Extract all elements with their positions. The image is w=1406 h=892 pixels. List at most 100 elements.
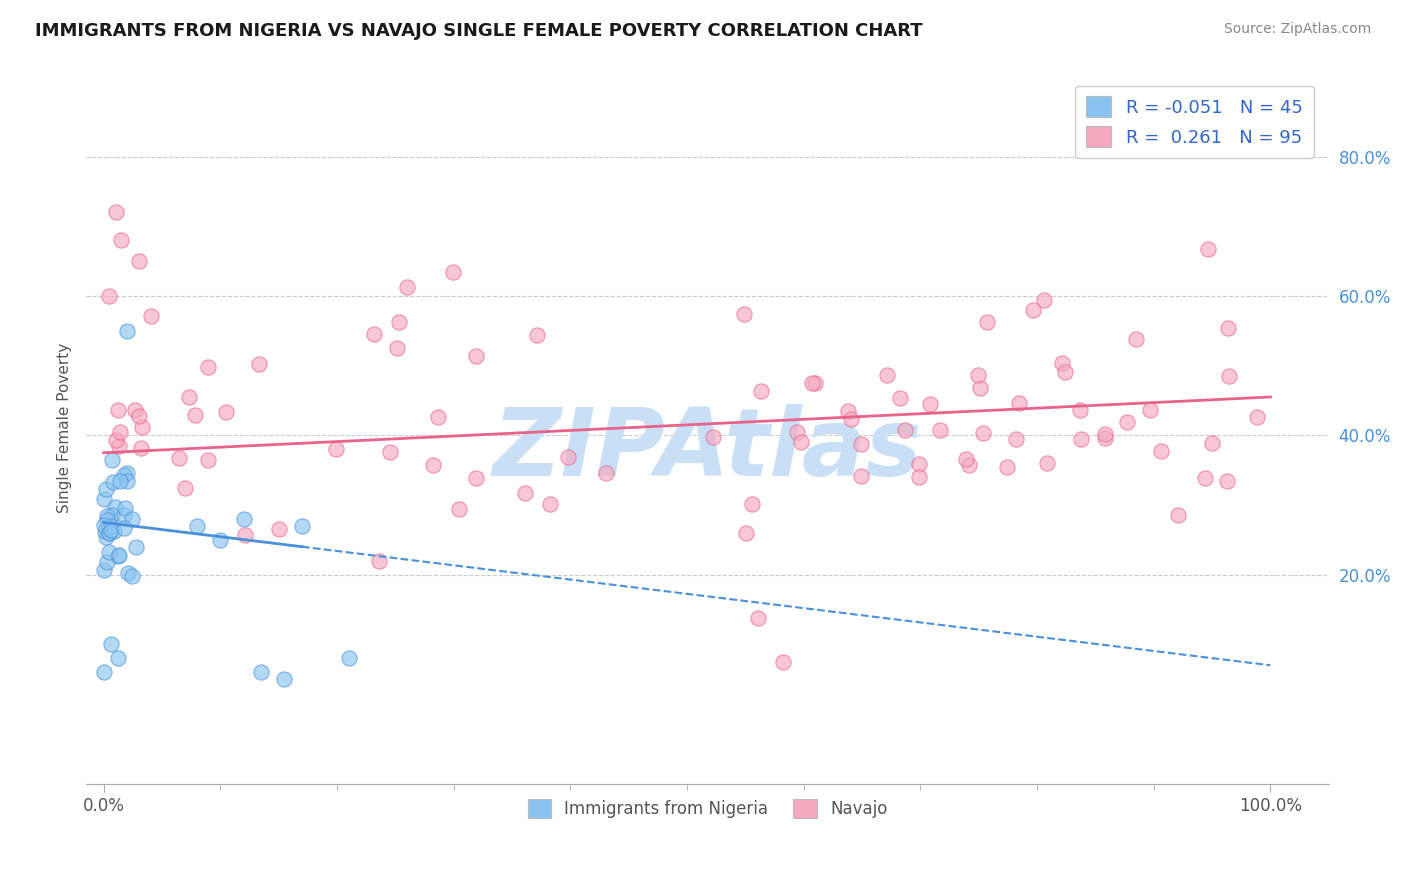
Point <box>107 402 129 417</box>
Point <box>1201 435 1223 450</box>
Point <box>837 404 859 418</box>
Point <box>395 279 418 293</box>
Point <box>96 556 118 570</box>
Point <box>197 453 219 467</box>
Point <box>209 533 232 547</box>
Point <box>1053 365 1076 379</box>
Point <box>465 471 488 485</box>
Point <box>538 497 561 511</box>
Point <box>117 466 139 480</box>
Point <box>100 519 122 533</box>
Point <box>105 434 128 448</box>
Point <box>115 474 138 488</box>
Point <box>427 409 450 424</box>
Point <box>969 381 991 395</box>
Text: IMMIGRANTS FROM NIGERIA VS NAVAJO SINGLE FEMALE POVERTY CORRELATION CHART: IMMIGRANTS FROM NIGERIA VS NAVAJO SINGLE… <box>35 22 922 40</box>
Point <box>112 521 135 535</box>
Point <box>267 522 290 536</box>
Point <box>1218 368 1240 383</box>
Point <box>103 524 125 538</box>
Point <box>215 405 238 419</box>
Point <box>1197 242 1219 256</box>
Point <box>972 425 994 440</box>
Point <box>1167 508 1189 522</box>
Point <box>735 526 758 541</box>
Point <box>1246 410 1268 425</box>
Point <box>108 425 131 439</box>
Point <box>464 349 486 363</box>
Point <box>98 524 121 539</box>
Point <box>1033 293 1056 308</box>
Point <box>121 512 143 526</box>
Point <box>804 376 827 390</box>
Point <box>1008 396 1031 410</box>
Point <box>734 307 756 321</box>
Point <box>291 519 314 533</box>
Point <box>107 549 129 563</box>
Point <box>110 233 132 247</box>
Point <box>1069 402 1091 417</box>
Point <box>801 376 824 391</box>
Point <box>1194 470 1216 484</box>
Point <box>1116 415 1139 429</box>
Point <box>117 566 139 580</box>
Point <box>101 508 124 522</box>
Point <box>249 357 271 371</box>
Point <box>955 451 977 466</box>
Point <box>422 458 444 473</box>
Point <box>101 475 124 490</box>
Point <box>121 568 143 582</box>
Point <box>93 563 115 577</box>
Point <box>918 397 941 411</box>
Point <box>957 458 980 472</box>
Point <box>96 519 118 533</box>
Point <box>1005 432 1028 446</box>
Point <box>772 655 794 669</box>
Point <box>385 341 408 355</box>
Point <box>98 544 121 558</box>
Point <box>702 429 724 443</box>
Point <box>129 441 152 455</box>
Point <box>1035 456 1057 470</box>
Text: ZIPAtlas: ZIPAtlas <box>492 404 922 496</box>
Point <box>849 437 872 451</box>
Point <box>93 665 115 680</box>
Point <box>1139 403 1161 417</box>
Point <box>174 481 197 495</box>
Point <box>96 508 118 523</box>
Point <box>98 517 121 532</box>
Point <box>1094 431 1116 445</box>
Point <box>114 501 136 516</box>
Point <box>907 470 929 484</box>
Point <box>515 486 537 500</box>
Point <box>363 327 385 342</box>
Point <box>849 468 872 483</box>
Point <box>1150 444 1173 458</box>
Point <box>976 315 998 329</box>
Point <box>93 491 115 506</box>
Point <box>250 665 273 680</box>
Point <box>839 412 862 426</box>
Y-axis label: Single Female Poverty: Single Female Poverty <box>58 343 72 514</box>
Point <box>1094 427 1116 442</box>
Point <box>889 392 911 406</box>
Point <box>104 500 127 514</box>
Point <box>94 482 117 496</box>
Point <box>100 524 122 538</box>
Text: Source: ZipAtlas.com: Source: ZipAtlas.com <box>1223 22 1371 37</box>
Point <box>112 468 135 483</box>
Point <box>449 501 471 516</box>
Point <box>876 368 898 382</box>
Point <box>184 408 207 422</box>
Point <box>907 457 929 471</box>
Point <box>96 513 118 527</box>
Point <box>995 460 1018 475</box>
Point <box>128 254 150 268</box>
Point <box>197 360 219 375</box>
Point <box>751 384 773 398</box>
Point <box>595 466 617 480</box>
Point <box>1022 302 1045 317</box>
Point <box>94 524 117 538</box>
Point <box>100 637 122 651</box>
Point <box>98 520 121 534</box>
